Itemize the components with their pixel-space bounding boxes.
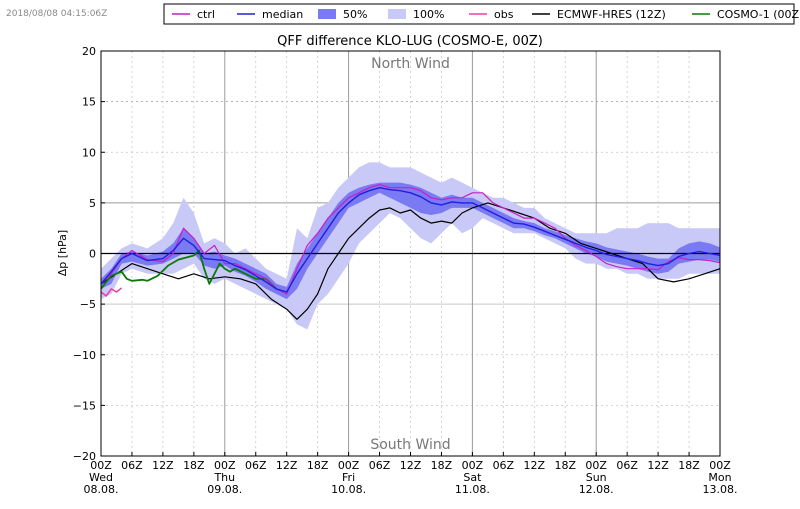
series-ecmwf-hres-12z [101,202,720,320]
timestamp: 2018/08/08 04:15:06Z [6,9,107,19]
plot-area [101,162,720,330]
legend-label: ECMWF-HRES (12Z) [557,8,666,21]
annotation-south-wind: South Wind [370,437,450,453]
x-tick-day: Sat [463,471,482,484]
x-tick-label: 00Z [214,459,236,472]
x-tick-label: 18Z [183,459,205,472]
y-tick-label: −15 [73,399,96,412]
y-tick-label: −10 [73,349,96,362]
y-tick-label: 20 [82,45,96,58]
x-tick-label: 00Z [90,459,112,472]
legend-label: COSMO-1 (00Z) [717,8,800,21]
x-tick-label: 00Z [462,459,484,472]
legend-label: 100% [413,8,444,21]
band-100pct [101,162,720,330]
legend-label: ctrl [197,8,215,21]
x-tick-label: 06Z [369,459,391,472]
legend: ctrl median 50% 100% obs ECMWF-HRES (12Z) COSM… [163,3,800,25]
x-tick-label: 06Z [121,459,143,472]
x-tick-label: 18Z [431,459,453,472]
x-tick-label: 12Z [524,459,546,472]
legend-swatch [318,9,336,19]
x-tick-label: 00Z [709,459,731,472]
y-tick-label: 5 [89,197,96,210]
x-tick-label: 12Z [400,459,422,472]
series-ctrl [101,184,720,295]
x-tick-day: Fri [342,471,355,484]
x-tick-date: 11.08. [455,483,490,496]
x-tick-day: Mon [708,471,731,484]
legend-label: 50% [343,8,367,21]
x-tick-day: Wed [89,471,113,484]
y-axis: 20 15 10 5 0 −5 −10 −15 −20 [73,45,105,463]
y-tick-label: −20 [73,450,96,463]
annotation-north-wind: North Wind [371,56,450,72]
x-tick-day: Sun [586,471,607,484]
x-tick-label: 12Z [276,459,298,472]
band-50pct [101,182,720,300]
legend-label: median [262,8,303,21]
x-tick-label: 00Z [585,459,607,472]
x-tick-date: 12.08. [579,483,614,496]
x-tick-label: 00Z [338,459,360,472]
legend-swatch [388,9,406,19]
y-tick-label: −5 [80,298,96,311]
x-tick-date: 09.08. [207,483,242,496]
x-tick-date: 08.08. [84,483,119,496]
x-tick-label: 18Z [678,459,700,472]
y-axis-label: Δp [hPa] [56,230,69,276]
legend-label: obs [494,8,514,21]
x-tick-date: 13.08. [703,483,738,496]
chart-title: QFF difference KLO-LUG (COSMO-E, 00Z) [277,34,543,49]
x-tick-label: 18Z [307,459,329,472]
series-cosmo-1-00z [101,249,278,290]
y-tick-label: 10 [82,146,96,159]
y-tick-label: 0 [89,248,96,261]
x-tick-date: 10.08. [331,483,366,496]
x-tick-label: 06Z [493,459,515,472]
y-tick-label: 15 [82,96,96,109]
x-tick-label: 12Z [152,459,174,472]
x-tick-label: 18Z [554,459,576,472]
series-median [101,187,720,293]
annotations: North Wind South Wind [370,56,450,453]
x-tick-label: 06Z [616,459,638,472]
series-obs [101,287,123,297]
x-tick-day: Thu [213,471,235,484]
x-tick-label: 12Z [647,459,669,472]
x-tick-label: 06Z [245,459,267,472]
